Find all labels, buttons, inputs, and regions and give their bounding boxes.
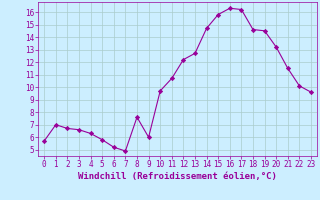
X-axis label: Windchill (Refroidissement éolien,°C): Windchill (Refroidissement éolien,°C) (78, 172, 277, 181)
